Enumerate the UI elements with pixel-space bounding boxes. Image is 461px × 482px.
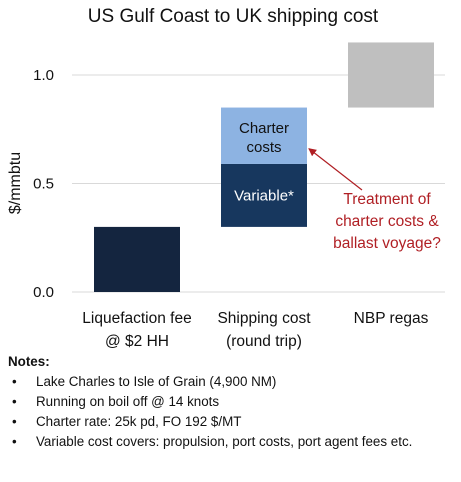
segment-label: Variable* [234,187,294,204]
chart-title: US Gulf Coast to UK shipping cost [88,6,379,27]
annotation-arrow [308,148,363,191]
note-item: Running on boil off @ 14 knots [8,392,453,412]
bar-segment [221,163,307,227]
y-tick-label: 1.0 [33,67,54,84]
category-labels: Liquefaction fee @ $2 HH Shipping cost (rou… [82,310,428,350]
note-item: Charter rate: 25k pd, FO 192 $/MT [8,412,453,432]
y-axis-label: $/mmbtu [7,152,24,214]
segment-labels: Variable* Charter costs [234,120,294,205]
category-label: Shipping cost [217,310,311,327]
category-label: @ $2 HH [105,333,169,350]
annotation-text: ballast voyage? [333,235,441,252]
bar-segment [221,107,307,164]
y-tick-label: 0.0 [33,284,54,301]
annotation-text: charter costs & [335,213,439,230]
shipping-cost-chart: US Gulf Coast to UK shipping cost $/mmbt… [7,6,445,350]
category-label: (round trip) [226,333,302,350]
y-tick-label: 0.5 [33,176,54,193]
segment-label: Charter [239,120,289,137]
category-label: Liquefaction fee [82,310,191,327]
notes-list: Lake Charles to Isle of Grain (4,900 NM)… [8,372,453,452]
bar-segment [348,42,434,108]
note-item: Lake Charles to Isle of Grain (4,900 NM) [8,372,453,392]
bars [94,42,434,292]
annotation-text: Treatment of [343,191,431,208]
category-label: NBP regas [354,310,429,327]
notes: Notes: Lake Charles to Isle of Grain (4,… [8,352,453,452]
y-tick-labels: 0.0 0.5 1.0 [33,67,54,301]
note-item: Variable cost covers: propulsion, port c… [8,432,453,452]
annotation: Treatment of charter costs & ballast voyag… [308,148,441,252]
segment-label: costs [246,139,281,156]
bar-segment [94,226,180,292]
notes-heading: Notes: [8,354,50,369]
